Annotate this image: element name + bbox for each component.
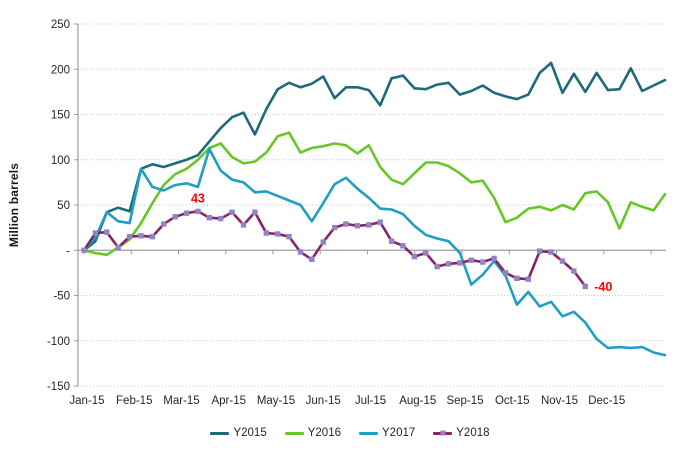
y-tick-label: 100: [51, 155, 70, 167]
series-marker-y2018: [480, 259, 486, 265]
series-marker-y2018: [195, 208, 201, 215]
series-marker-y2018: [377, 219, 383, 225]
series-marker-y2018: [81, 247, 87, 253]
series-line-y2016: [82, 131, 667, 257]
x-tick-label: Nov-15: [541, 395, 578, 407]
series-marker-y2018: [149, 233, 156, 240]
series-line-y2017: [82, 147, 667, 357]
y-tick-label: -150: [47, 381, 70, 393]
legend-item-y2016: Y2016: [284, 427, 341, 439]
series-marker-y2018: [536, 248, 543, 254]
x-tick-label: Jan-15: [69, 395, 104, 407]
series-marker-y2018: [252, 209, 258, 215]
series-marker-y2018: [366, 222, 372, 228]
series-marker-y2018: [411, 253, 418, 260]
x-tick-label: Aug-15: [399, 395, 436, 407]
series-marker-y2018: [434, 263, 440, 270]
x-tick-label: Dec-15: [588, 395, 625, 407]
series-marker-y2018: [218, 215, 224, 222]
series-marker-y2018: [240, 222, 247, 228]
series-marker-y2018: [274, 231, 281, 237]
legend-item-y2015: Y2015: [210, 427, 267, 439]
y-tick-label: -: [66, 245, 70, 257]
legend-label-y2018: Y2018: [456, 427, 490, 439]
y-tick-label: 250: [51, 19, 70, 31]
series-marker-y2018: [559, 258, 566, 264]
series-marker-y2018: [514, 275, 520, 282]
series-line-y2018: [82, 210, 587, 288]
series-marker-y2018: [183, 210, 190, 216]
series-marker-y2018: [491, 255, 497, 262]
x-tick-label: Oct-15: [495, 395, 530, 407]
x-tick-label: May-15: [257, 395, 295, 407]
legend-swatch-y2017: [359, 431, 378, 435]
x-tick-label: Apr-15: [211, 395, 246, 407]
series-marker-y2018: [388, 238, 395, 244]
series-marker-y2018: [263, 230, 269, 236]
series-line-y2015: [82, 61, 667, 252]
annotation--40: -40: [594, 280, 612, 294]
legend-item-y2018: Y2018: [433, 427, 490, 439]
series-marker-y2018: [423, 250, 429, 256]
series-marker-y2018: [445, 261, 452, 267]
x-tick-label: Feb-15: [116, 395, 152, 407]
series-marker-y2018: [331, 224, 338, 231]
series-marker-y2018: [457, 260, 463, 266]
series-marker-y2018: [502, 270, 509, 276]
y-axis-title: Million barrels: [7, 162, 21, 248]
y-tick-label: 50: [57, 200, 70, 212]
y-tick-label: 150: [51, 110, 70, 122]
series-marker-y2018: [229, 209, 235, 215]
y-tick-label: -50: [53, 291, 70, 303]
series-marker-y2018: [115, 244, 121, 251]
series-marker-y2018: [286, 233, 292, 240]
series-marker-y2018: [582, 283, 588, 290]
series-marker-y2018: [468, 257, 475, 263]
legend-label-y2017: Y2017: [382, 427, 416, 439]
series-marker-y2018: [138, 233, 144, 239]
legend-marker-y2018: [440, 430, 446, 436]
series-marker-y2018: [320, 239, 326, 245]
legend-label-y2016: Y2016: [307, 427, 341, 439]
annotation-43: 43: [191, 191, 205, 205]
y-tick-label: 200: [51, 64, 70, 76]
legend-swatch-y2018: [433, 430, 453, 436]
series-marker-y2018: [525, 276, 531, 282]
series-marker-y2018: [104, 229, 110, 235]
series-marker-y2018: [126, 233, 133, 240]
y-tick-label: -100: [47, 336, 70, 348]
series-marker-y2018: [92, 230, 99, 236]
x-tick-label: Mar-15: [163, 395, 199, 407]
series-marker-y2018: [354, 223, 361, 229]
series-marker-y2018: [161, 221, 167, 227]
legend-swatch-y2015: [210, 431, 230, 435]
x-tick-label: Jul-15: [355, 395, 386, 407]
series-marker-y2018: [548, 249, 554, 255]
series-marker-y2018: [172, 214, 178, 220]
series-marker-y2018: [571, 268, 577, 274]
series-marker-y2018: [297, 249, 304, 255]
x-tick-label: Sep-15: [446, 395, 483, 407]
series-marker-y2018: [206, 214, 213, 221]
series-marker-y2018: [343, 221, 349, 227]
legend-item-y2017: Y2017: [359, 427, 415, 439]
chart-legend: Y2015 Y2016 Y2017 Y2018: [0, 427, 700, 439]
x-tick-label: Jun-15: [306, 395, 341, 407]
legend-label-y2015: Y2015: [233, 427, 267, 439]
series-marker-y2018: [309, 256, 315, 262]
series-marker-y2018: [400, 243, 406, 249]
legend-swatch-y2016: [284, 431, 304, 435]
